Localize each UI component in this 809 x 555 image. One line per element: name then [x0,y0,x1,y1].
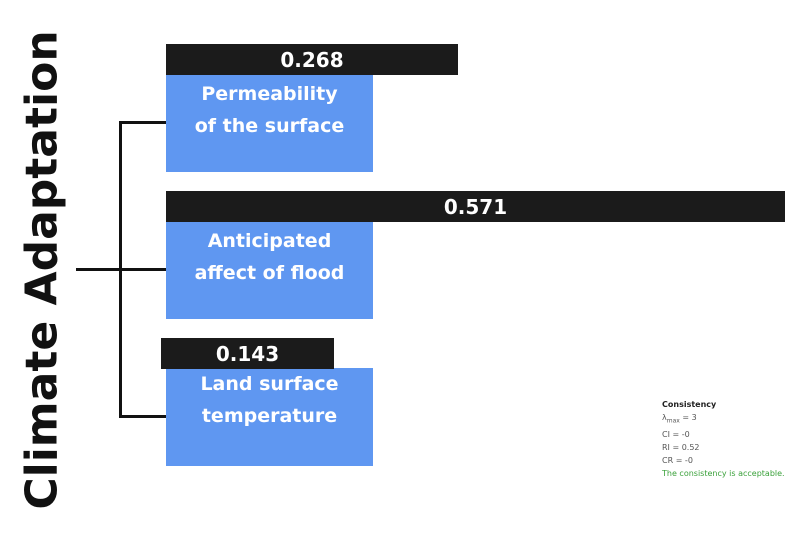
weight-label: 0.571 [443,194,508,219]
branch-line-1 [119,121,167,124]
weight-label: 0.268 [280,47,344,72]
consistency-status: The consistency is acceptable. [662,468,785,478]
root-criterion-title: Climate Adaptation [16,30,68,510]
criterion-label-line: Land surface [200,373,339,395]
criterion-node-permeability: Permeability of the surface [166,74,373,172]
consistency-panel: Consistency λmax = 3 CI = -0 RI = 0.52 C… [662,398,785,480]
weight-bar-land-temperature: 0.143 [161,338,334,369]
criterion-label-line: temperature [201,405,338,427]
ci-line: CI = -0 [662,429,690,439]
criterion-label-line: affect of flood [194,262,345,284]
lambda-value: = 3 [679,413,697,422]
weight-bar-permeability: 0.268 [166,44,458,75]
criterion-label-line: of the surface [194,115,345,137]
lambda-symbol: λ [662,413,667,422]
root-connector-line [76,268,122,271]
ri-line: RI = 0.52 [662,442,700,452]
criterion-node-flood: Anticipated affect of flood [166,221,373,319]
criterion-node-land-temperature: Land surface temperature [166,368,373,466]
lambda-max-line: λmax = 3 [662,411,785,428]
consistency-title: Consistency [662,400,717,409]
branch-line-3 [119,415,167,418]
weight-label: 0.143 [215,341,280,366]
lambda-subscript: max [666,417,680,425]
weight-bar-flood: 0.571 [166,191,785,222]
cr-line: CR = -0 [662,455,693,465]
criterion-label-line: Permeability [201,83,338,105]
branch-line-2 [119,268,167,271]
criterion-label-line: Anticipated [207,230,332,252]
